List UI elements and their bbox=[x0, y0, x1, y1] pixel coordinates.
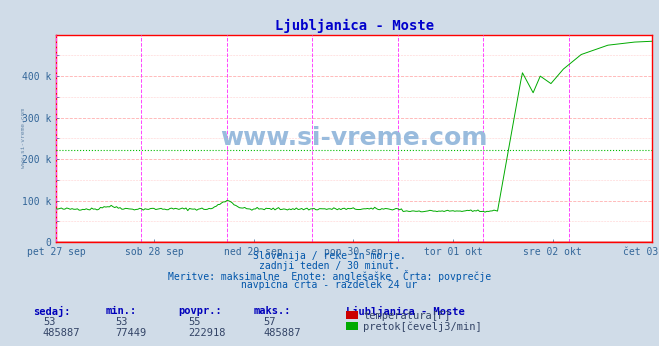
Text: 55: 55 bbox=[188, 317, 200, 327]
Text: Meritve: maksimalne  Enote: anglešaške  Črta: povprečje: Meritve: maksimalne Enote: anglešaške Čr… bbox=[168, 270, 491, 282]
Text: povpr.:: povpr.: bbox=[178, 306, 221, 316]
Text: 222918: 222918 bbox=[188, 328, 225, 338]
Text: 53: 53 bbox=[115, 317, 128, 327]
Text: zadnji teden / 30 minut.: zadnji teden / 30 minut. bbox=[259, 261, 400, 271]
Text: 57: 57 bbox=[264, 317, 276, 327]
Text: min.:: min.: bbox=[105, 306, 136, 316]
Text: www.si-vreme.com: www.si-vreme.com bbox=[221, 126, 488, 151]
Text: Ljubljanica - Moste: Ljubljanica - Moste bbox=[346, 306, 465, 317]
Text: Slovenija / reke in morje.: Slovenija / reke in morje. bbox=[253, 251, 406, 261]
Title: Ljubljanica - Moste: Ljubljanica - Moste bbox=[275, 19, 434, 34]
Text: maks.:: maks.: bbox=[254, 306, 291, 316]
Text: sedaj:: sedaj: bbox=[33, 306, 71, 317]
Text: temperatura[F]: temperatura[F] bbox=[363, 311, 451, 320]
Text: 485887: 485887 bbox=[264, 328, 301, 338]
Text: pretok[čevelj3/min]: pretok[čevelj3/min] bbox=[363, 321, 482, 331]
Text: 77449: 77449 bbox=[115, 328, 146, 338]
Text: navpična črta - razdelek 24 ur: navpična črta - razdelek 24 ur bbox=[241, 280, 418, 290]
Text: www.si-vreme.com: www.si-vreme.com bbox=[20, 108, 26, 169]
Text: 53: 53 bbox=[43, 317, 55, 327]
Text: 485887: 485887 bbox=[43, 328, 80, 338]
